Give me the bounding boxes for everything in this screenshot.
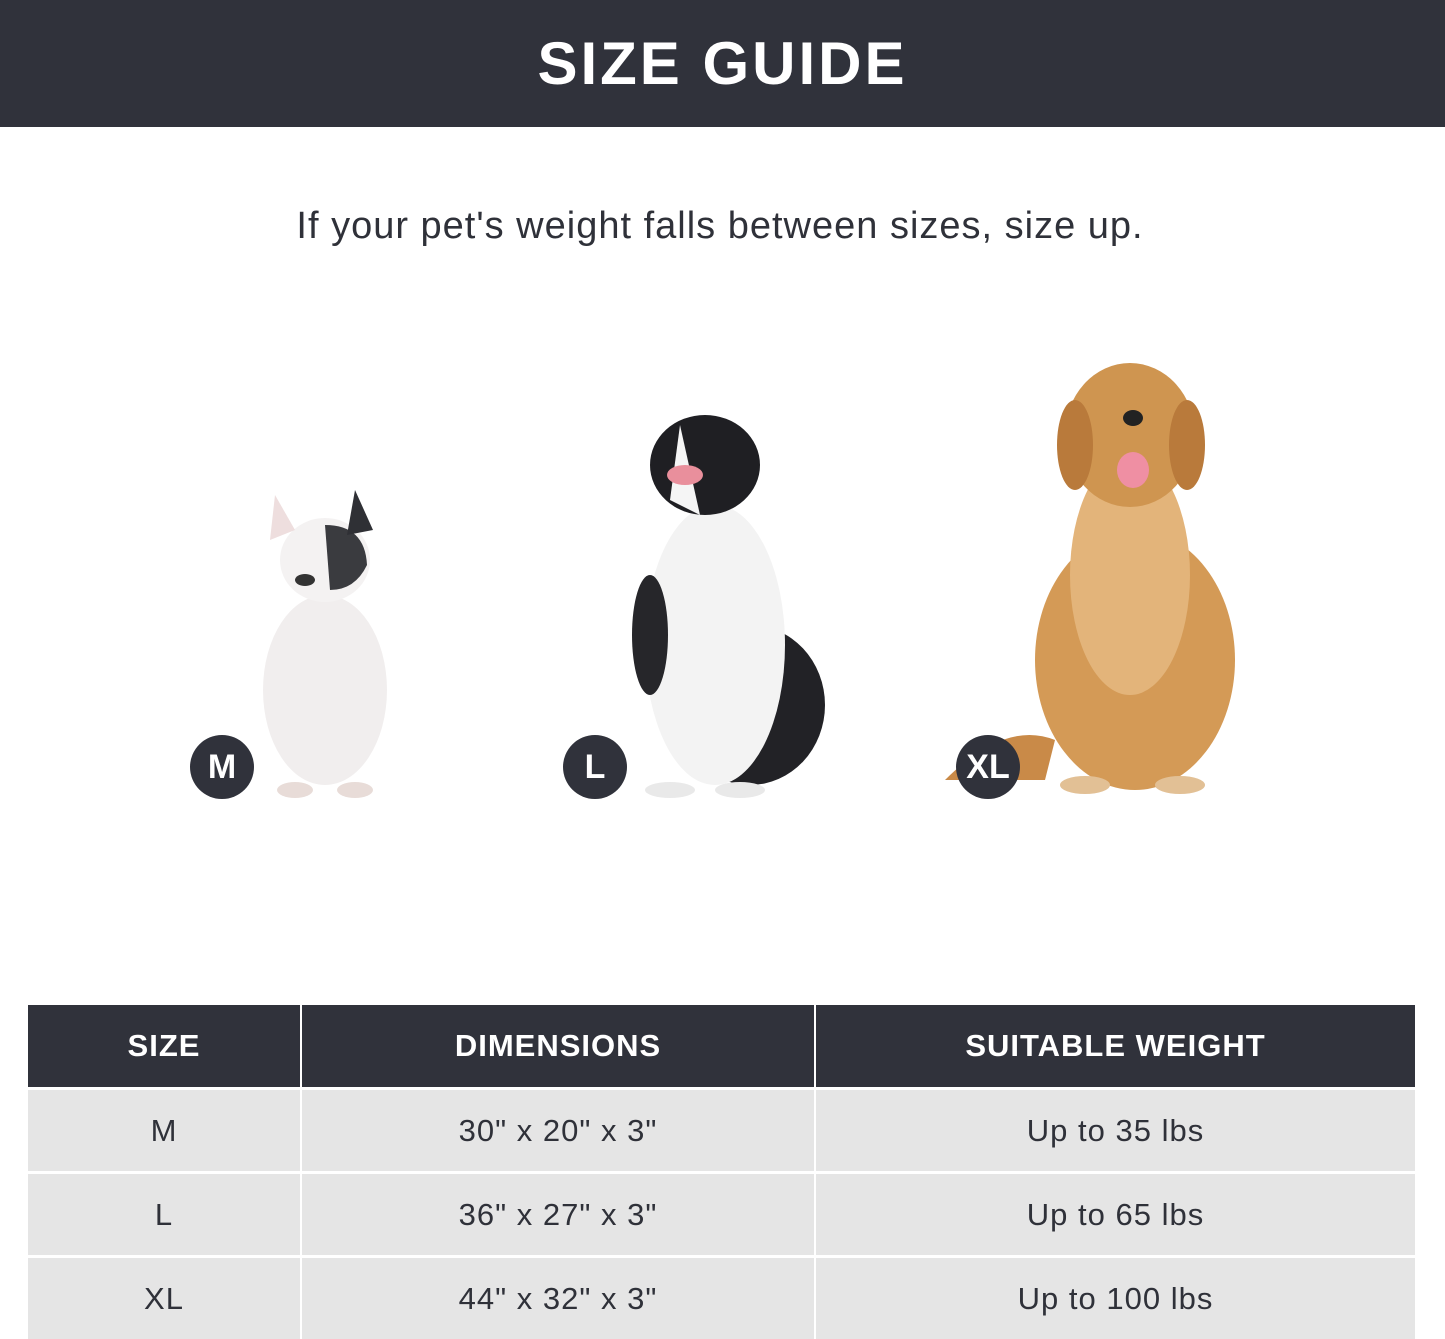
cell-size: M [28,1089,301,1173]
size-badge-m: M [190,735,254,799]
size-badge-l: L [563,735,627,799]
header-banner: SIZE GUIDE [0,0,1445,127]
header-size: SIZE [28,1005,301,1089]
cell-weight: Up to 35 lbs [815,1089,1415,1173]
cell-size: L [28,1173,301,1257]
cell-dimensions: 30" x 20" x 3" [301,1089,815,1173]
sizing-tip: If your pet's weight falls between sizes… [0,205,1440,248]
size-table: SIZE DIMENSIONS SUITABLE WEIGHT M 30" x … [28,1005,1415,1339]
page-title: SIZE GUIDE [537,29,907,98]
cell-size: XL [28,1257,301,1339]
cell-weight: Up to 100 lbs [815,1257,1415,1339]
table-header-row: SIZE DIMENSIONS SUITABLE WEIGHT [28,1005,1415,1089]
cell-weight: Up to 65 lbs [815,1173,1415,1257]
table-row: XL 44" x 32" x 3" Up to 100 lbs [28,1257,1415,1339]
header-dimensions: DIMENSIONS [301,1005,815,1089]
table-row: M 30" x 20" x 3" Up to 35 lbs [28,1089,1415,1173]
cell-dimensions: 36" x 27" x 3" [301,1173,815,1257]
golden-retriever-image [945,360,1245,800]
cell-dimensions: 44" x 32" x 3" [301,1257,815,1339]
size-badge-xl: XL [956,735,1020,799]
border-collie-image [620,405,830,800]
header-suitable-weight: SUITABLE WEIGHT [815,1005,1415,1089]
table-row: L 36" x 27" x 3" Up to 65 lbs [28,1173,1415,1257]
french-bulldog-image [255,485,405,800]
